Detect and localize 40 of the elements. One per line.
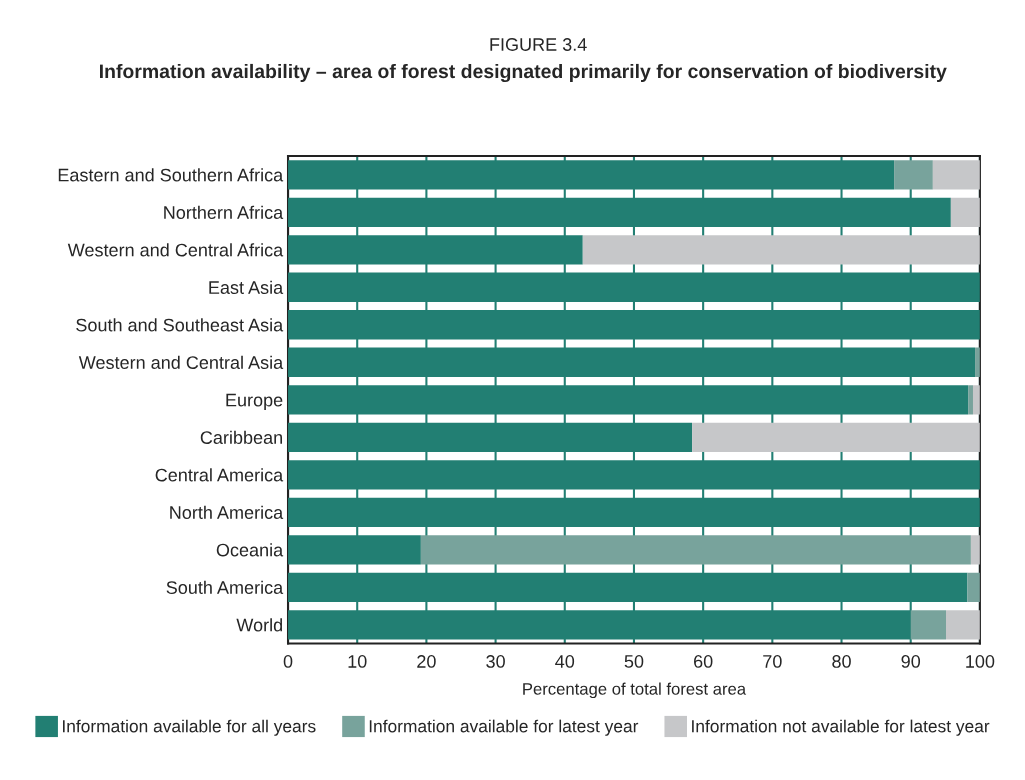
bar xyxy=(946,610,980,640)
x-tick-label: 100 xyxy=(966,655,995,668)
y-tick-label: South and Southeast Asia xyxy=(76,318,284,332)
bar xyxy=(910,610,946,640)
x-tick-label: 50 xyxy=(624,655,644,668)
bar xyxy=(968,385,973,415)
y-tick-label: Northern Africa xyxy=(164,205,284,219)
bar xyxy=(420,535,971,565)
bar xyxy=(692,422,980,452)
x-tick-label: 10 xyxy=(348,655,367,668)
y-tick-label: Eastern and Southern Africa xyxy=(58,168,284,182)
legend-label: Information available for latest year xyxy=(369,719,639,736)
y-tick-label: Central America xyxy=(155,468,284,482)
bar xyxy=(932,160,980,190)
y-tick-label: South America xyxy=(166,580,284,594)
bar xyxy=(950,197,980,227)
chart-title: FIGURE 3.4 xyxy=(490,38,587,51)
legend-label: Information available for all years xyxy=(63,719,316,736)
x-tick-label: 20 xyxy=(417,655,436,668)
bar xyxy=(894,160,933,190)
y-tick-label: Western and Central Asia xyxy=(78,355,284,369)
x-axis-title: Percentage of total forest area xyxy=(523,682,747,699)
chart-subtitle: Information availability – area of forest designated primarily for conservation of biodiversity xyxy=(99,63,947,83)
x-tick-label: 80 xyxy=(832,655,851,668)
y-tick-label: Oceania xyxy=(216,543,284,557)
x-tick-label: 90 xyxy=(901,655,921,668)
legend-label: Information not available for latest year xyxy=(692,719,990,736)
y-tick-label: North America xyxy=(170,505,284,519)
y-tick-label: Western and Central Africa xyxy=(67,243,284,257)
x-tick-label: 30 xyxy=(486,655,505,668)
x-tick-label: 40 xyxy=(555,655,575,668)
y-tick-label: Europe xyxy=(226,393,283,411)
y-tick-label: Caribbean xyxy=(200,430,282,444)
x-tick-label: 0 xyxy=(283,655,293,668)
x-tick-label: 70 xyxy=(763,655,782,668)
y-tick-label: East Asia xyxy=(209,280,284,294)
bar xyxy=(967,572,980,602)
y-tick-label: World xyxy=(236,618,282,632)
x-tick-label: 60 xyxy=(694,655,713,668)
bar xyxy=(582,235,980,265)
